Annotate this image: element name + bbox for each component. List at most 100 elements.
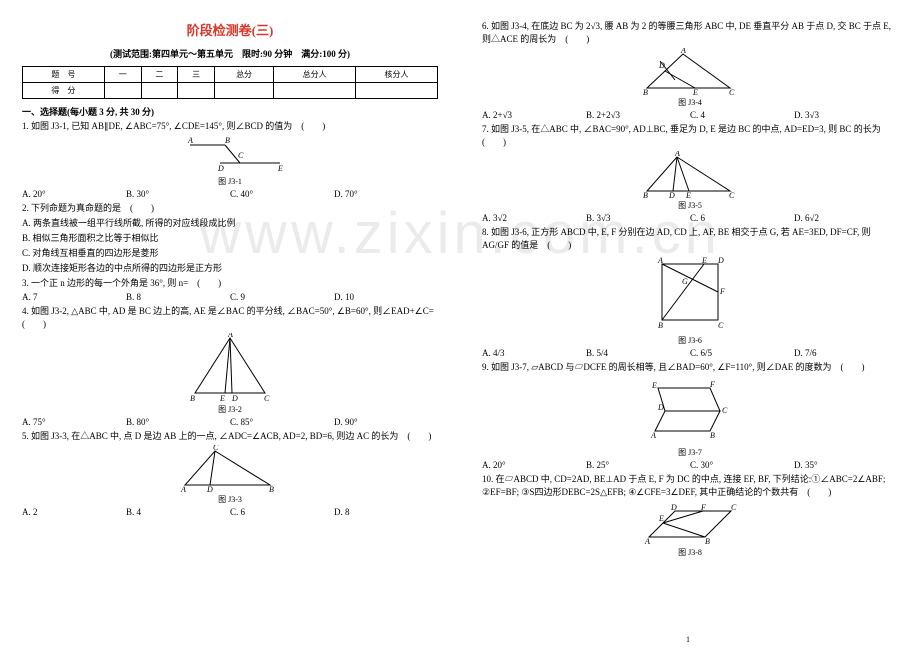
figure-caption: 图 J3-6 (482, 335, 898, 346)
svg-text:D: D (668, 191, 675, 199)
opt-c: C. 9 (230, 292, 334, 302)
figure-j3-7: A B C D E F 图 J3-7 (482, 376, 898, 458)
svg-text:C: C (729, 88, 735, 96)
td (274, 83, 356, 99)
svg-text:D: D (670, 503, 677, 512)
svg-text:E: E (658, 514, 664, 523)
figure-j3-1: A B C D E 图 J3-1 (22, 135, 438, 187)
question-3: 3. 一个正 n 边形的每一个外角是 36°, 则 n= ( ) (22, 277, 438, 290)
triangle-icon: A B E D C (180, 333, 280, 403)
td: 得 分 (23, 83, 105, 99)
svg-text:F: F (709, 380, 715, 389)
th: 三 (178, 67, 215, 83)
svg-text:E: E (651, 381, 657, 390)
svg-text:A: A (650, 431, 656, 440)
figure-caption: 图 J3-3 (22, 494, 438, 505)
svg-text:D: D (206, 485, 213, 493)
opt-a: A. 20° (482, 460, 586, 470)
opt-a: A. 4/3 (482, 348, 586, 358)
table-row: 题 号 一 二 三 总分 总分人 核分人 (23, 67, 438, 83)
svg-text:C: C (213, 445, 219, 452)
opt-b: B. 8 (126, 292, 230, 302)
figure-caption: 图 J3-5 (482, 200, 898, 211)
svg-text:F: F (700, 503, 706, 512)
svg-text:B: B (705, 537, 710, 546)
figure-j3-4: A B E C D 图 J3-4 (482, 48, 898, 108)
figure-j3-6: A E D F B C G 图 J3-6 (482, 254, 898, 346)
opt-b: B. 80° (126, 417, 230, 427)
svg-text:C: C (238, 151, 244, 160)
svg-text:A: A (657, 256, 663, 265)
opt-b: B. 25° (586, 460, 690, 470)
td (214, 83, 273, 99)
opt-c: C. 6 (230, 507, 334, 517)
parallelogram-icon: A B C D E F (640, 376, 740, 446)
th: 题 号 (23, 67, 105, 83)
opt-d: D. 顺次连接矩形各边的中点所得的四边形是正方形 (22, 262, 438, 275)
figure-j3-3: C A D B 图 J3-3 (22, 445, 438, 505)
options: A. 2 B. 4 C. 6 D. 8 (22, 507, 438, 517)
opt-b: B. 2+2√3 (586, 110, 690, 120)
options: A. 4/3 B. 5/4 C. 6/5 D. 7/6 (482, 348, 898, 358)
th: 核分人 (356, 67, 438, 83)
svg-text:C: C (722, 406, 728, 415)
svg-text:A: A (644, 537, 650, 546)
opt-d: D. 10 (334, 292, 438, 302)
svg-text:D: D (717, 256, 724, 265)
section-heading: 一、选择题(每小题 3 分, 共 30 分) (22, 105, 438, 118)
svg-text:D: D (657, 403, 664, 412)
td (141, 83, 178, 99)
svg-text:E: E (219, 394, 225, 403)
opt-a: A. 两条直线被一组平行线所截, 所得的对应线段成比例 (22, 217, 438, 230)
opt-a: A. 7 (22, 292, 126, 302)
diagram-icon: A B C D E (170, 135, 290, 175)
td (356, 83, 438, 99)
svg-text:D: D (231, 394, 238, 403)
question-6: 6. 如图 J3-4, 在底边 BC 为 2√3, 腰 AB 为 2 的等腰三角… (482, 20, 898, 46)
opt-b: B. 30° (126, 189, 230, 199)
options: A. 75° B. 80° C. 85° D. 90° (22, 417, 438, 427)
th: 总分 (214, 67, 273, 83)
opt-d: D. 90° (334, 417, 438, 427)
page-number: 1 (686, 635, 690, 644)
opt-c: C. 40° (230, 189, 334, 199)
opt-d: D. 7/6 (794, 348, 898, 358)
svg-text:A: A (180, 485, 186, 493)
opt-d: D. 70° (334, 189, 438, 199)
table-row: 得 分 (23, 83, 438, 99)
options: A. 20° B. 30° C. 40° D. 70° (22, 189, 438, 199)
svg-text:D: D (658, 61, 665, 70)
opt-d: D. 6√2 (794, 213, 898, 223)
question-7: 7. 如图 J3-5, 在△ABC 中, ∠BAC=90°, AD⊥BC, 垂足… (482, 123, 898, 149)
question-2: 2. 下列命题为真命题的是 ( ) (22, 202, 438, 215)
opt-b: B. 4 (126, 507, 230, 517)
question-10: 10. 在▱ABCD 中, CD=2AD, BE⊥AD 于点 E, F 为 DC… (482, 473, 898, 499)
opt-d: D. 3√3 (794, 110, 898, 120)
svg-text:B: B (658, 321, 663, 330)
td (104, 83, 141, 99)
figure-j3-5: A B D E C 图 J3-5 (482, 151, 898, 211)
figure-j3-8: A E D F C B 图 J3-8 (482, 501, 898, 558)
figure-caption: 图 J3-2 (22, 404, 438, 415)
svg-text:D: D (217, 164, 224, 173)
triangle-icon: C A D B (175, 445, 285, 493)
page: 阶段检测卷(三) (测试范围:第四单元～第五单元 限时:90 分钟 满分:100… (0, 0, 920, 648)
svg-text:G: G (682, 277, 688, 286)
figure-caption: 图 J3-8 (482, 547, 898, 558)
square-icon: A E D F B C G (650, 254, 730, 334)
figure-caption: 图 J3-4 (482, 97, 898, 108)
svg-text:E: E (277, 164, 283, 173)
opt-b: B. 相似三角形面积之比等于相似比 (22, 232, 438, 245)
question-4: 4. 如图 J3-2, △ABC 中, AD 是 BC 边上的高, AE 是∠B… (22, 305, 438, 331)
opt-d: D. 8 (334, 507, 438, 517)
opt-a: A. 75° (22, 417, 126, 427)
svg-text:A: A (680, 48, 686, 55)
opt-c: C. 85° (230, 417, 334, 427)
opt-d: D. 35° (794, 460, 898, 470)
svg-text:E: E (685, 191, 691, 199)
parallelogram-icon: A E D F C B (635, 501, 745, 546)
svg-text:B: B (643, 191, 648, 199)
question-8: 8. 如图 J3-6, 正方形 ABCD 中, E, F 分别在边 AD, CD… (482, 226, 898, 252)
exam-title: 阶段检测卷(三) (22, 20, 438, 39)
options: A. 3√2 B. 3√3 C. 6 D. 6√2 (482, 213, 898, 223)
